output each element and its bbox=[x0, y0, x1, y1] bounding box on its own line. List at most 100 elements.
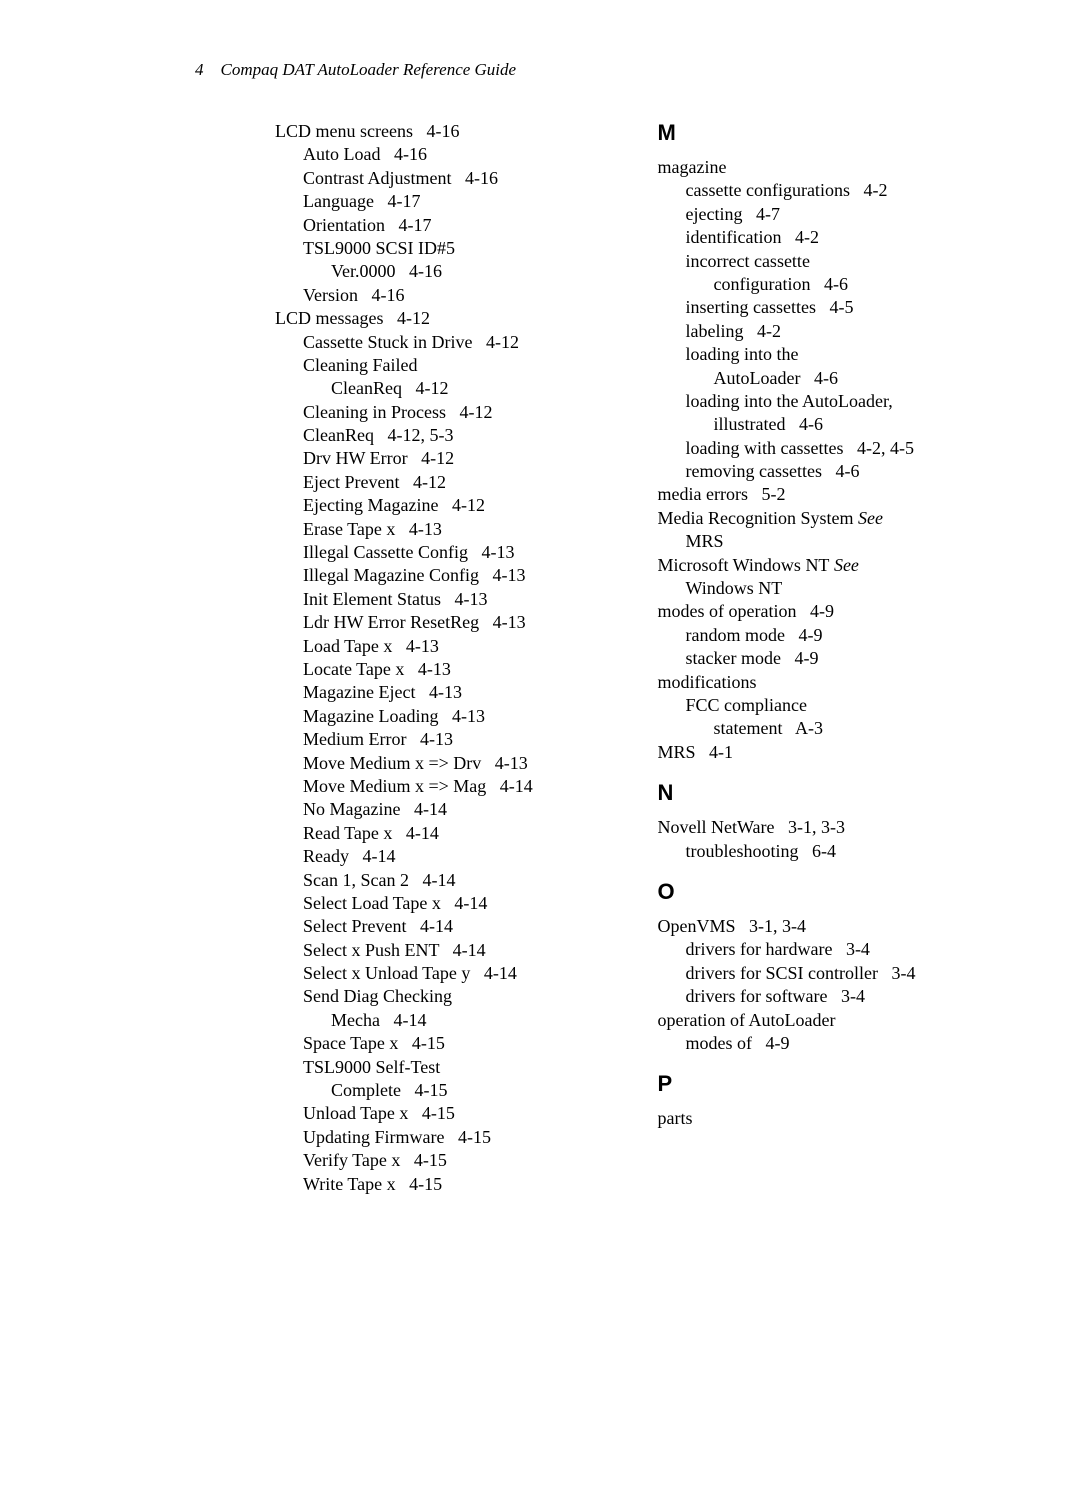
index-entry-text: Move Medium x => Mag bbox=[303, 776, 486, 796]
index-entry-text: LCD messages bbox=[275, 308, 383, 328]
index-entry: Cleaning Failed bbox=[303, 354, 608, 377]
index-entry-page: 4-17 bbox=[385, 215, 432, 235]
index-entry: Scan 1, Scan 2 4-14 bbox=[303, 869, 608, 892]
index-entry-text: Auto Load bbox=[303, 144, 380, 164]
index-entry-text: Ldr HW Error ResetReg bbox=[303, 612, 479, 632]
index-entry: loading into the bbox=[686, 343, 991, 366]
index-entry-text: OpenVMS bbox=[658, 916, 736, 936]
index-entry-text: Microsoft Windows NT bbox=[658, 555, 830, 575]
index-entry: LCD messages 4-12 bbox=[275, 307, 608, 330]
index-entry: drivers for SCSI controller 3-4 bbox=[686, 962, 991, 985]
index-entry-text: drivers for hardware bbox=[686, 939, 833, 959]
index-entry-text: MRS bbox=[658, 742, 696, 762]
index-entry: CleanReq 4-12, 5-3 bbox=[303, 424, 608, 447]
index-entry: identification 4-2 bbox=[686, 226, 991, 249]
index-entry-text: Select x Push ENT bbox=[303, 940, 439, 960]
index-entry: media errors 5-2 bbox=[658, 483, 991, 506]
index-entry: configuration 4-6 bbox=[714, 273, 991, 296]
index-entry-text: Write Tape x bbox=[303, 1174, 396, 1194]
index-entry-page: 4-15 bbox=[398, 1033, 445, 1053]
index-entry: AutoLoader 4-6 bbox=[714, 367, 991, 390]
index-entry: random mode 4-9 bbox=[686, 624, 991, 647]
index-entry-text: incorrect cassette bbox=[686, 251, 810, 271]
index-entry-text: drivers for SCSI controller bbox=[686, 963, 878, 983]
index-entry: parts bbox=[658, 1107, 991, 1130]
index-entry: Ejecting Magazine 4-12 bbox=[303, 494, 608, 517]
index-entry-page: 4-9 bbox=[781, 648, 819, 668]
index-entry-text: CleanReq bbox=[331, 378, 402, 398]
index-entry: drivers for hardware 3-4 bbox=[686, 938, 991, 961]
index-entry-page: 4-13 bbox=[468, 542, 515, 562]
index-entry: Magazine Loading 4-13 bbox=[303, 705, 608, 728]
index-entry-text: Language bbox=[303, 191, 374, 211]
index-entry-text: Updating Firmware bbox=[303, 1127, 444, 1147]
index-entry-page: 4-9 bbox=[752, 1033, 790, 1053]
index-entry: modes of operation 4-9 bbox=[658, 600, 991, 623]
index-entry: Illegal Cassette Config 4-13 bbox=[303, 541, 608, 564]
index-entry: loading with cassettes 4-2, 4-5 bbox=[686, 437, 991, 460]
index-entry-text: Space Tape x bbox=[303, 1033, 398, 1053]
index-entry: LCD menu screens 4-16 bbox=[275, 120, 608, 143]
index-entry-page: A-3 bbox=[782, 718, 823, 738]
index-entry-text: Mecha bbox=[331, 1010, 380, 1030]
index-entry-page: 4-13 bbox=[395, 519, 442, 539]
index-entry-text: random mode bbox=[686, 625, 785, 645]
index-section-letter: M bbox=[658, 120, 991, 146]
page-number: 4 bbox=[195, 60, 204, 79]
index-entry: Verify Tape x 4-15 bbox=[303, 1149, 608, 1172]
index-entry: MRS bbox=[686, 530, 991, 553]
index-entry-text: loading into the AutoLoader, bbox=[686, 391, 893, 411]
index-entry-text: magazine bbox=[658, 157, 727, 177]
index-entry-text: Novell NetWare bbox=[658, 817, 775, 837]
index-entry-text: Illegal Magazine Config bbox=[303, 565, 479, 585]
index-entry-text: Version bbox=[303, 285, 358, 305]
index-entry-text: Ver.0000 bbox=[331, 261, 396, 281]
index-entry-text: operation of AutoLoader bbox=[658, 1010, 836, 1030]
index-entry-page: 4-17 bbox=[374, 191, 421, 211]
index-entry-page: 4-13 bbox=[392, 636, 439, 656]
index-entry-text: FCC compliance bbox=[686, 695, 807, 715]
index-entry-page: 4-16 bbox=[396, 261, 443, 281]
index-entry-page: 4-12 bbox=[472, 332, 519, 352]
index-column-right: Mmagazine cassette configurations 4-2 ejec… bbox=[658, 120, 991, 1196]
index-entry-text: Init Element Status bbox=[303, 589, 441, 609]
index-entry-text: ejecting bbox=[686, 204, 743, 224]
index-entry-text: loading into the bbox=[686, 344, 799, 364]
index-entry-page: 4-14 bbox=[400, 799, 447, 819]
index-entry-text: illustrated bbox=[714, 414, 786, 434]
index-entry-page: 4-6 bbox=[810, 274, 848, 294]
index-entry-page: 4-12 bbox=[438, 495, 485, 515]
index-entry-text: Media Recognition System bbox=[658, 508, 854, 528]
index-entry: Language 4-17 bbox=[303, 190, 608, 213]
index-entry-page: 3-1, 3-4 bbox=[736, 916, 807, 936]
index-entry-text: labeling bbox=[686, 321, 744, 341]
index-entry: Media Recognition System See bbox=[658, 507, 991, 530]
index-entry-page: 4-15 bbox=[400, 1150, 447, 1170]
index-entry-page: 4-15 bbox=[401, 1080, 448, 1100]
index-entry-page: 4-13 bbox=[406, 729, 453, 749]
index-entry-text: cassette configurations bbox=[686, 180, 850, 200]
index-entry-page: 4-12 bbox=[383, 308, 430, 328]
index-entry: Ready 4-14 bbox=[303, 845, 608, 868]
index-entry-page: 4-14 bbox=[409, 870, 456, 890]
index-entry-text: Scan 1, Scan 2 bbox=[303, 870, 409, 890]
index-entry-text: Cassette Stuck in Drive bbox=[303, 332, 472, 352]
index-entry: Illegal Magazine Config 4-13 bbox=[303, 564, 608, 587]
index-entry-page: 6-4 bbox=[799, 841, 837, 861]
index-entry: drivers for software 3-4 bbox=[686, 985, 991, 1008]
index-entry-text: identification bbox=[686, 227, 782, 247]
index-columns: LCD menu screens 4-16Auto Load 4-16Contr… bbox=[195, 120, 990, 1196]
index-entry: Space Tape x 4-15 bbox=[303, 1032, 608, 1055]
index-entry: Locate Tape x 4-13 bbox=[303, 658, 608, 681]
index-entry: Medium Error 4-13 bbox=[303, 728, 608, 751]
index-entry-text: Complete bbox=[331, 1080, 401, 1100]
index-entry: Write Tape x 4-15 bbox=[303, 1173, 608, 1196]
index-entry-see: See bbox=[829, 555, 858, 575]
index-entry-page: 5-2 bbox=[748, 484, 786, 504]
index-entry: Select Prevent 4-14 bbox=[303, 915, 608, 938]
index-entry-page: 4-14 bbox=[380, 1010, 427, 1030]
index-entry-see: See bbox=[853, 508, 882, 528]
index-entry-page: 3-1, 3-3 bbox=[775, 817, 846, 837]
index-entry: modes of 4-9 bbox=[686, 1032, 991, 1055]
index-entry-page: 4-2 bbox=[850, 180, 888, 200]
